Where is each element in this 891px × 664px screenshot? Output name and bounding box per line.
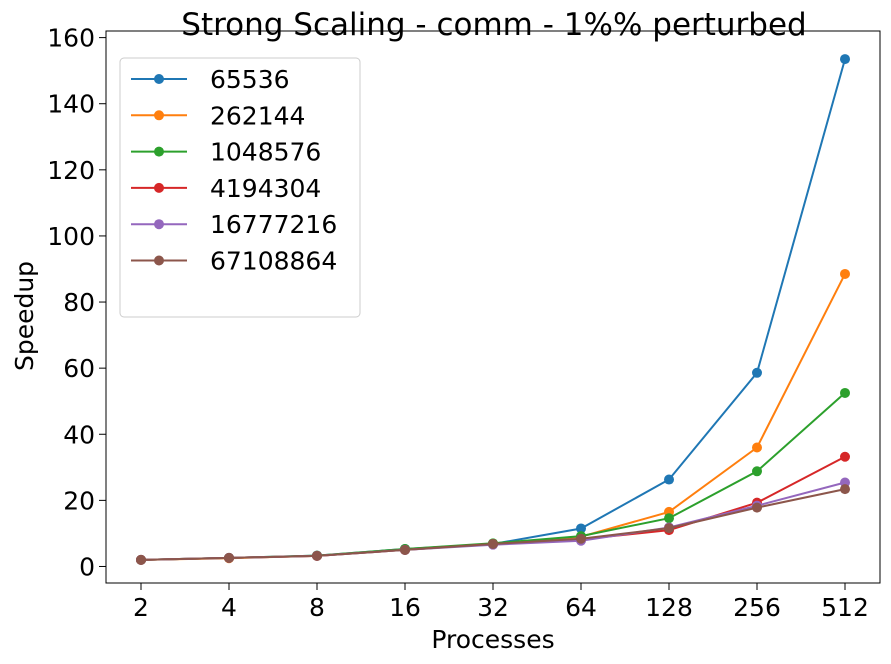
data-point	[840, 387, 850, 398]
series-line	[140, 392, 846, 561]
legend-label: 4194304	[210, 174, 321, 203]
data-point	[488, 538, 498, 549]
legend-item: 262144	[131, 101, 305, 130]
data-point	[752, 367, 762, 378]
y-tick-label: 160	[47, 24, 95, 53]
legend-frame	[119, 57, 361, 318]
x-tick-label: 8	[309, 593, 325, 622]
y-tick-label: 100	[47, 222, 95, 251]
y-tick-label: 120	[47, 156, 95, 185]
legend-swatch-marker	[154, 110, 164, 121]
data-point	[224, 552, 234, 563]
legend-swatch-marker	[154, 146, 164, 157]
legend-swatch-marker	[154, 74, 164, 84]
data-point	[840, 451, 850, 462]
data-point	[752, 442, 762, 453]
data-point	[312, 550, 322, 561]
data-point	[840, 484, 850, 495]
x-tick-label: 4	[221, 593, 237, 622]
x-tick-label: 16	[389, 593, 421, 622]
series-67108864	[136, 484, 850, 565]
chart-title: Strong Scaling - comm - 1%% perturbed	[181, 7, 806, 43]
y-tick-label: 60	[63, 354, 95, 383]
y-tick-label: 140	[47, 90, 95, 119]
legend-label: 67108864	[210, 247, 337, 276]
y-axis-label: Speedup	[10, 261, 39, 371]
data-point	[840, 54, 850, 65]
y-tick-label: 80	[63, 288, 95, 317]
data-point	[664, 474, 674, 485]
legend-swatch-marker	[154, 219, 164, 230]
y-tick-label: 20	[63, 486, 95, 515]
data-point	[752, 466, 762, 477]
x-tick-label: 256	[733, 593, 781, 622]
x-tick-label: 128	[645, 593, 693, 622]
data-point	[840, 268, 850, 279]
legend-swatch-marker	[154, 255, 164, 266]
x-axis: 2 4 8 16 32 64 128 256 512	[133, 583, 869, 622]
series-layer	[136, 54, 850, 565]
x-tick-label: 512	[821, 593, 869, 622]
legend-swatch-marker	[154, 182, 164, 193]
x-tick-label: 2	[133, 593, 149, 622]
data-point	[400, 544, 410, 555]
legend-item: 1048576	[131, 138, 321, 167]
data-point	[576, 523, 586, 534]
data-point	[136, 554, 146, 565]
data-point	[752, 502, 762, 513]
legend-label: 262144	[210, 101, 305, 130]
y-tick-label: 40	[63, 420, 95, 449]
legend-item: 4194304	[131, 174, 321, 203]
data-point	[664, 523, 674, 534]
series-1048576	[136, 387, 850, 565]
data-point	[576, 533, 586, 544]
series-16777216	[136, 477, 850, 565]
legend-label: 16777216	[210, 210, 337, 239]
y-tick-label: 0	[79, 552, 95, 581]
legend-label: 1048576	[210, 138, 321, 167]
legend-item: 65536	[131, 65, 290, 94]
x-axis-label: Processes	[431, 625, 554, 654]
data-point	[664, 513, 674, 524]
y-axis: 0 20 40 60 80 100 120 140 160	[47, 24, 106, 581]
legend-item: 16777216	[131, 210, 337, 239]
x-tick-label: 64	[565, 593, 597, 622]
legend: 65536 262144 1048576 4194304 16777216 6710886…	[119, 57, 361, 318]
x-tick-label: 32	[477, 593, 509, 622]
legend-item: 67108864	[131, 247, 337, 276]
legend-label: 65536	[210, 65, 290, 94]
